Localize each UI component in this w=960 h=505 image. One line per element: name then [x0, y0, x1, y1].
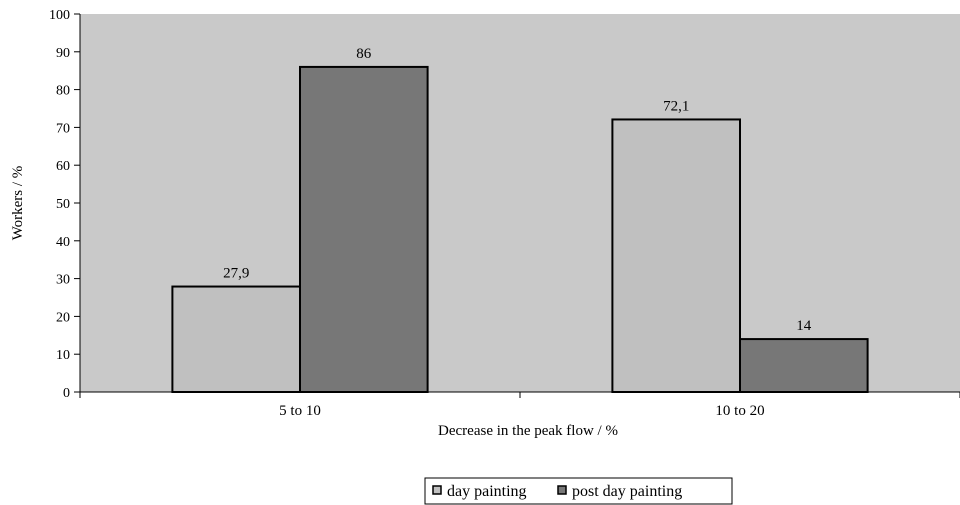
legend-box	[424, 477, 733, 505]
y-axis-title: Workers / %	[10, 166, 26, 241]
x-category-label: 5 to 10	[279, 403, 321, 419]
y-tick-label: 20	[56, 310, 70, 325]
y-tick-label: 50	[56, 197, 70, 212]
legend: day painting post day painting	[424, 477, 733, 505]
y-tick-label: 0	[63, 386, 70, 401]
y-tick-label: 90	[56, 46, 70, 61]
y-tick-label: 40	[56, 235, 70, 250]
x-axis-title: Decrease in the peak flow / %	[438, 423, 618, 439]
bar-post-day-painting-1	[739, 338, 869, 393]
y-tick-label: 80	[56, 84, 70, 99]
legend-label: post day painting	[572, 483, 682, 500]
y-tick-label: 10	[56, 348, 70, 363]
legend-swatch	[557, 485, 567, 495]
y-tick-label: 70	[56, 121, 70, 136]
data-label: 14	[796, 318, 812, 334]
y-tick-label: 30	[56, 273, 70, 288]
data-label: 27,9	[223, 266, 249, 282]
legend-label: day painting	[447, 483, 527, 500]
bar-day-painting-0	[171, 285, 301, 393]
bar-day-painting-1	[611, 118, 742, 393]
x-category-label: 10 to 20	[715, 403, 764, 419]
legend-swatch	[432, 485, 442, 495]
data-label: 72,1	[663, 98, 689, 114]
y-tick-label: 60	[56, 159, 70, 174]
data-label: 86	[356, 46, 372, 62]
y-tick-label: 100	[49, 8, 70, 23]
bar-post-day-painting-0	[299, 65, 429, 393]
